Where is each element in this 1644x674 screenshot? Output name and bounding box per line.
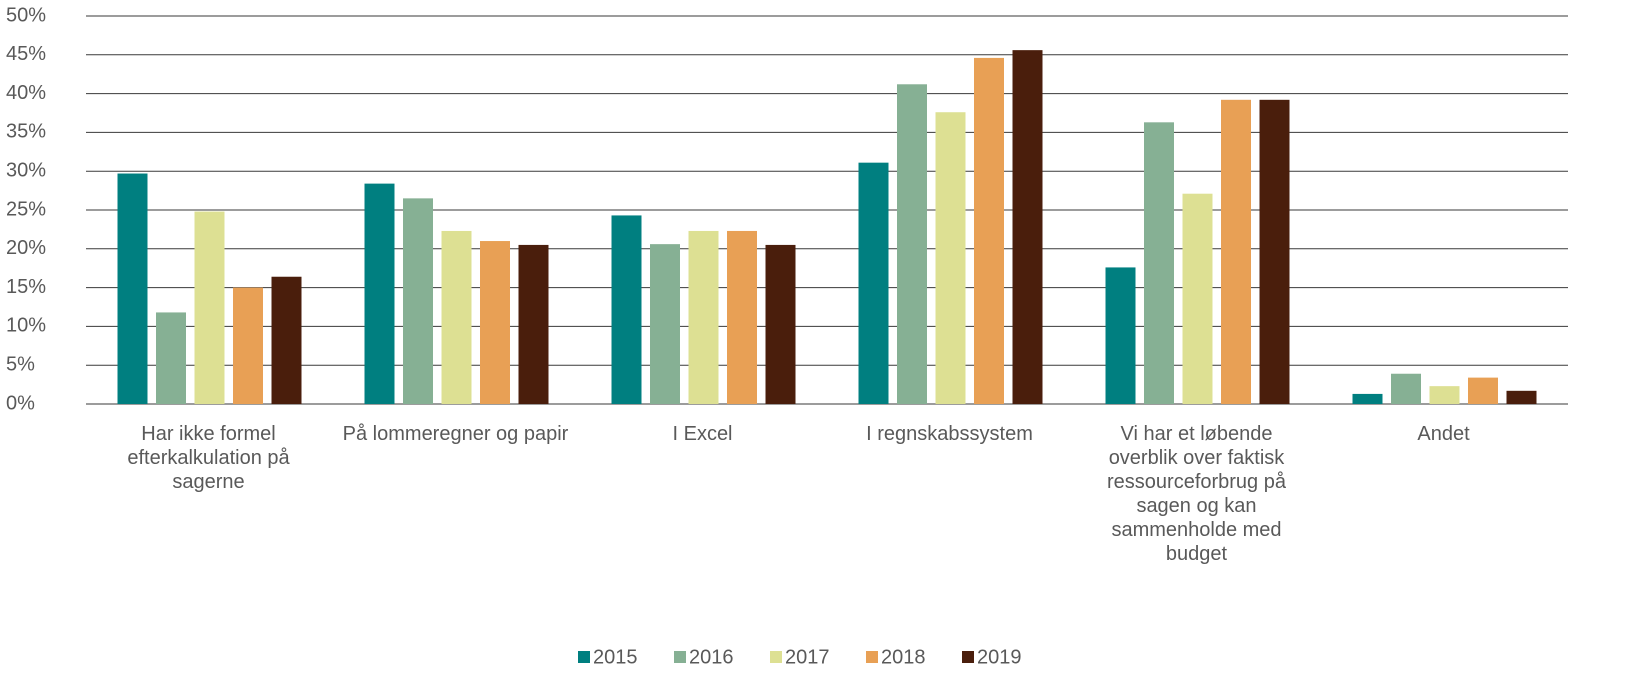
bar — [974, 57, 1004, 405]
bar — [441, 230, 472, 404]
legend-swatch — [962, 651, 974, 663]
legend-label: 2019 — [977, 646, 1022, 668]
x-tick-label: Vi har et løbende overblik over faktisk … — [1107, 423, 1286, 565]
bar — [935, 112, 966, 404]
bar — [403, 198, 433, 404]
bar — [156, 312, 186, 404]
y-tick-label: 30% — [6, 159, 46, 181]
y-tick-label: 10% — [6, 315, 46, 337]
bar — [727, 230, 757, 404]
bar — [1259, 99, 1290, 405]
legend-label: 2017 — [785, 646, 830, 668]
x-tick-label: I Excel — [672, 423, 733, 445]
bar — [1182, 193, 1213, 404]
bar — [858, 162, 889, 404]
legend-swatch — [866, 651, 878, 663]
bar — [518, 244, 549, 404]
bar — [1144, 122, 1174, 404]
bar — [650, 244, 680, 404]
bar — [1391, 373, 1421, 404]
bar — [271, 276, 302, 404]
bar — [611, 215, 642, 404]
bar — [117, 173, 148, 404]
legend-label: 2018 — [881, 646, 926, 668]
x-tick-label: I regnskabssystem — [866, 423, 1033, 445]
y-tick-label: 45% — [6, 43, 46, 65]
legend-swatch — [770, 651, 782, 663]
bar — [1352, 393, 1383, 404]
y-tick-label: 5% — [6, 353, 35, 375]
bar — [1429, 386, 1460, 404]
bar — [1012, 50, 1043, 404]
y-tick-label: 25% — [6, 198, 46, 220]
bar — [1468, 377, 1498, 404]
bar — [480, 241, 510, 404]
y-tick-label: 35% — [6, 121, 46, 143]
bar — [233, 287, 263, 404]
legend-label: 2016 — [689, 646, 734, 668]
y-tick-label: 0% — [6, 392, 35, 414]
bar — [688, 230, 719, 404]
legend-swatch — [578, 651, 590, 663]
bar — [1221, 99, 1251, 405]
bar — [1105, 267, 1136, 404]
bar — [1506, 390, 1537, 404]
bar — [765, 244, 796, 404]
x-tick-label: På lommeregner og papir — [342, 423, 569, 445]
x-tick-label: Andet — [1417, 423, 1470, 445]
x-tick-label: Har ikke formel efterkalkulation på sage… — [127, 423, 290, 493]
legend-label: 2015 — [593, 646, 638, 668]
y-tick-label: 50% — [6, 4, 46, 26]
legend-swatch — [674, 651, 686, 663]
y-tick-label: 15% — [6, 276, 46, 298]
y-tick-label: 40% — [6, 82, 46, 104]
bar — [194, 211, 225, 404]
bar — [897, 84, 927, 405]
y-tick-label: 20% — [6, 237, 46, 259]
bar — [364, 183, 395, 404]
